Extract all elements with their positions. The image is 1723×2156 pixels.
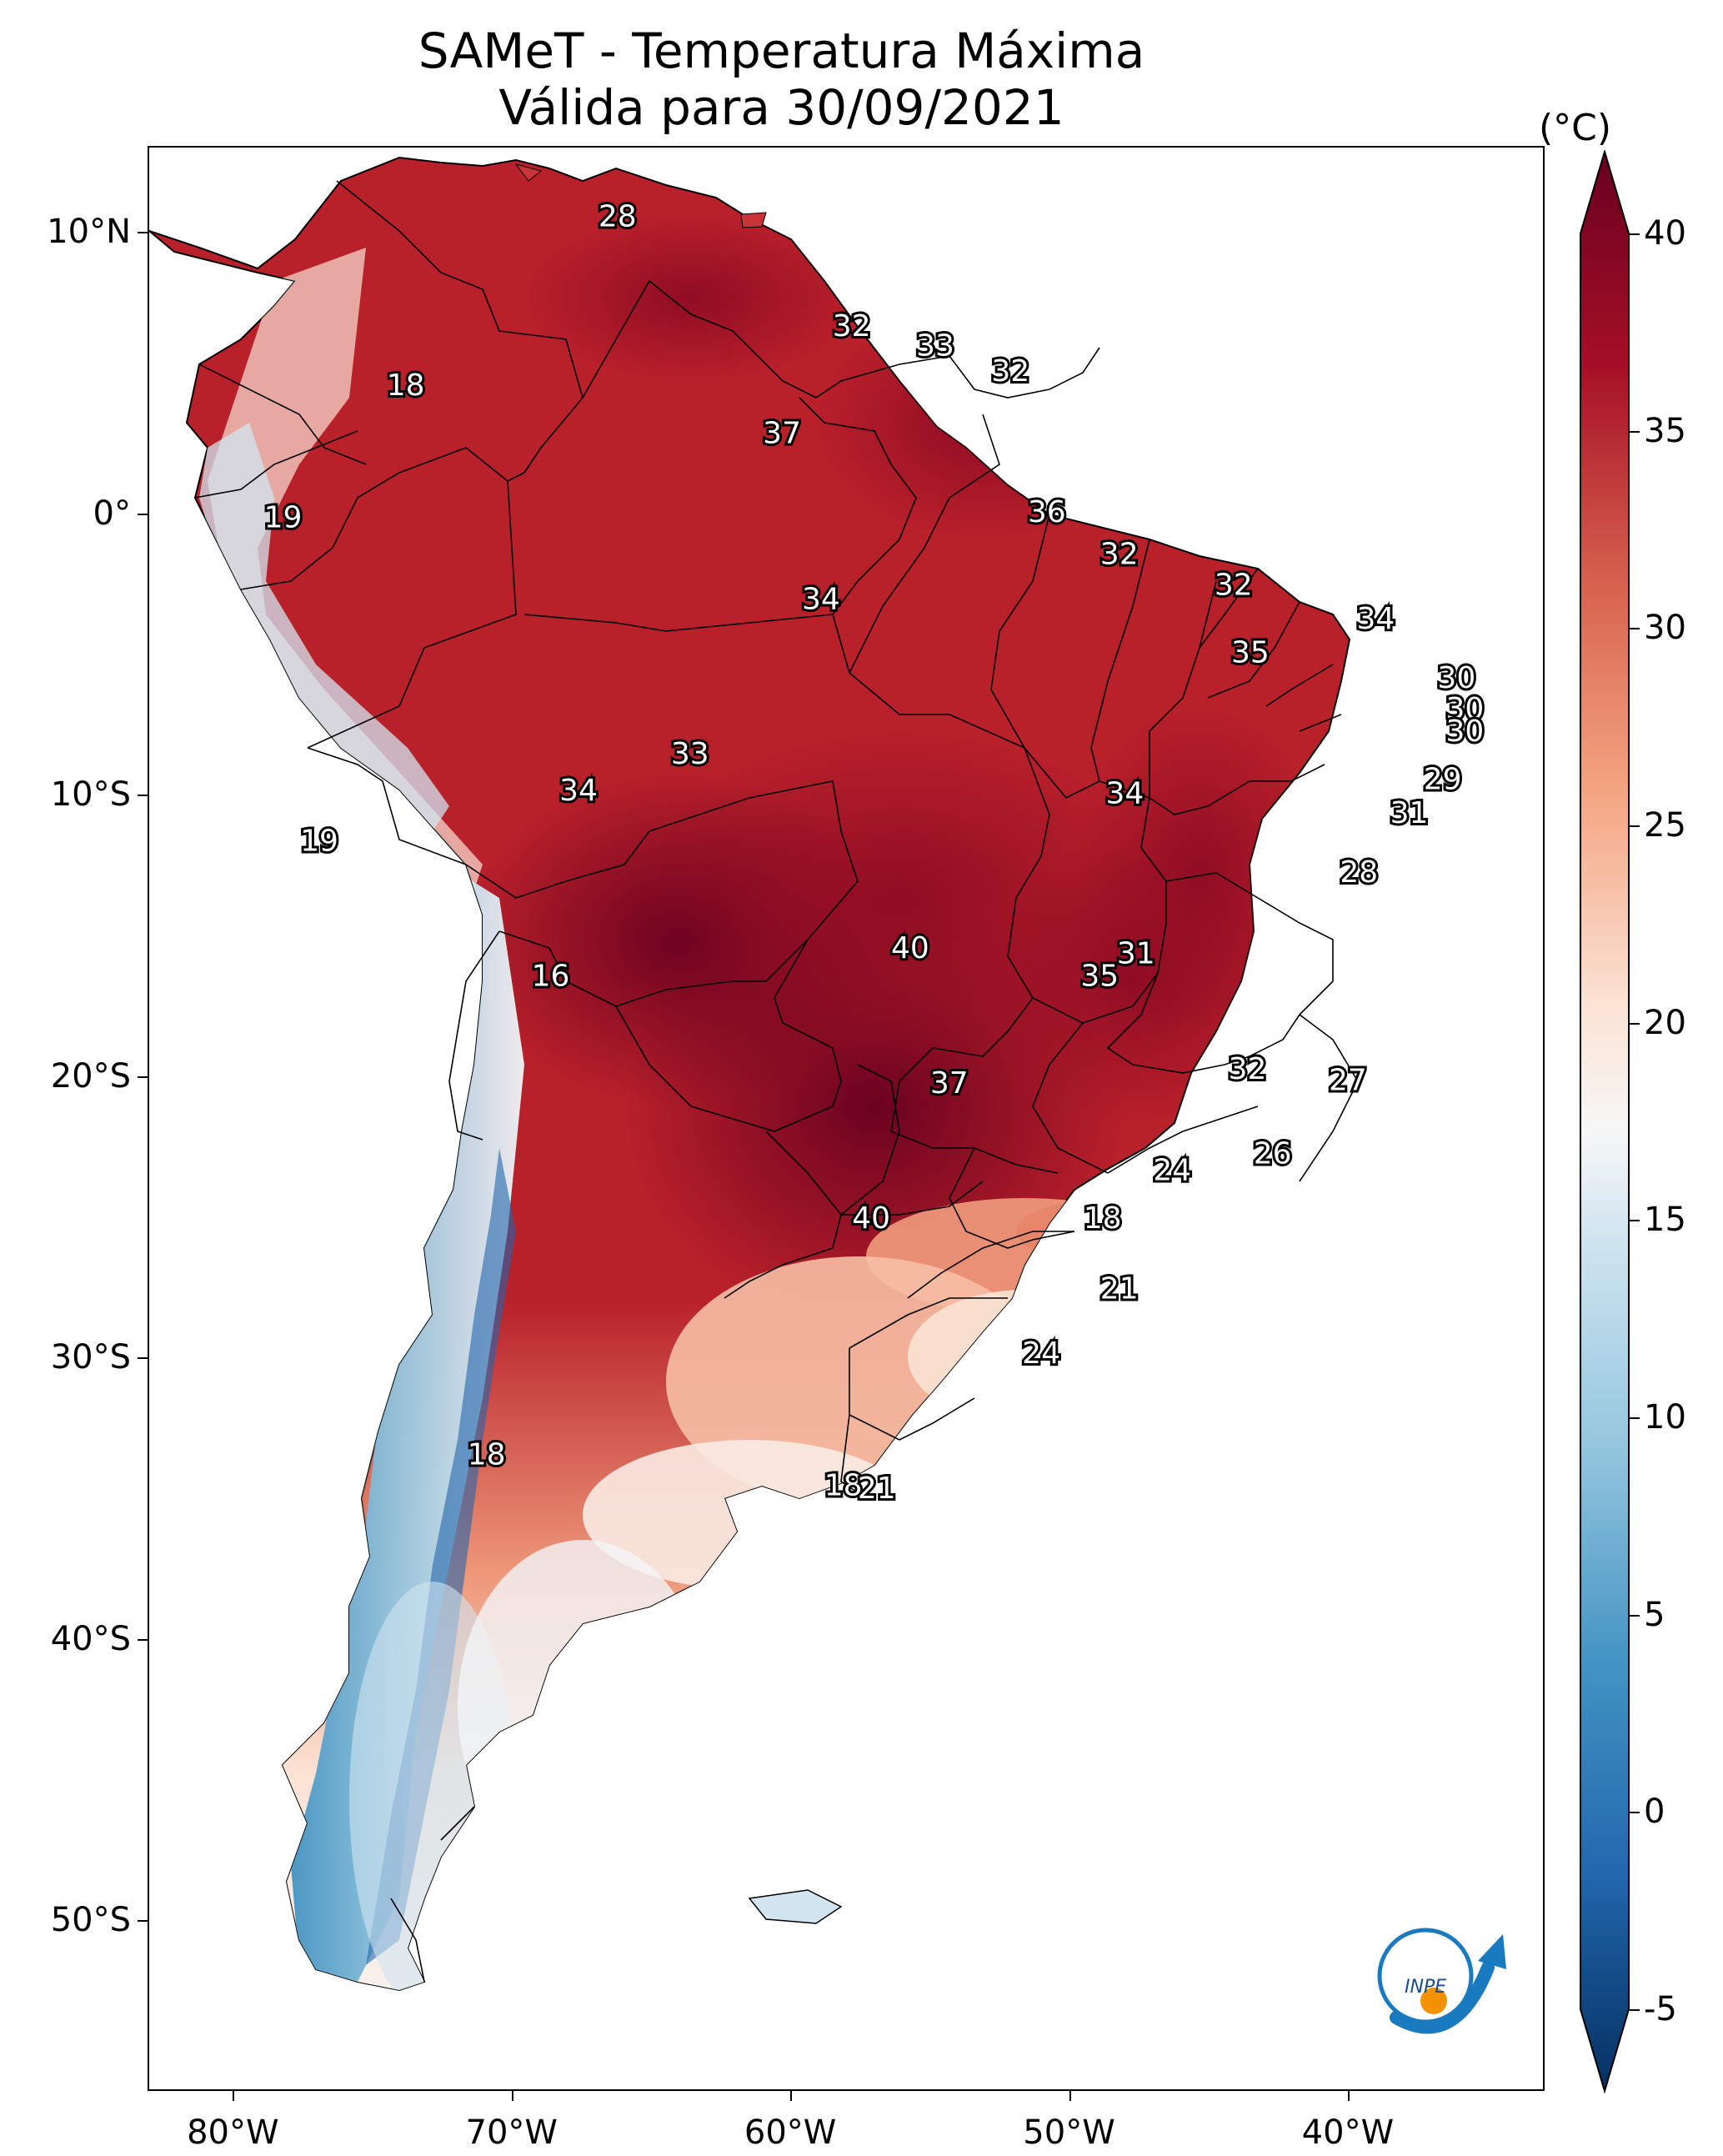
longitude-tick-mark bbox=[511, 2091, 513, 2101]
temperature-label: 27 bbox=[1329, 1064, 1367, 1098]
temperature-label: 36 bbox=[1028, 495, 1066, 529]
temperature-label: 40 bbox=[852, 1201, 890, 1236]
colorbar-tick-label: 35 bbox=[1644, 411, 1686, 450]
longitude-tick-label: 80°W bbox=[187, 2113, 279, 2152]
colorbar bbox=[1580, 150, 1630, 2094]
colorbar-tick-label: 15 bbox=[1644, 1201, 1686, 1240]
temperature-label: 24 bbox=[1153, 1154, 1191, 1188]
latitude-tick-label: 40°S bbox=[50, 1619, 131, 1658]
temperature-label: 18 bbox=[387, 369, 425, 403]
latitude-tick-mark bbox=[138, 232, 148, 234]
colorbar-tick-label: 10 bbox=[1644, 1398, 1686, 1436]
latitude-tick-mark bbox=[138, 1075, 148, 1078]
latitude-tick-label: 30°S bbox=[50, 1338, 131, 1377]
temperature-label: 31 bbox=[1390, 796, 1429, 830]
colorbar-tick-mark bbox=[1630, 233, 1640, 235]
country-borders bbox=[194, 180, 1359, 1983]
temperature-label: 30 bbox=[1445, 714, 1484, 749]
colorbar-tick-mark bbox=[1630, 2009, 1640, 2011]
map-title: SAMeT - Temperatura Máxima bbox=[418, 23, 1145, 79]
latitude-tick-label: 20°S bbox=[50, 1056, 131, 1096]
temperature-label: 19 bbox=[300, 825, 338, 859]
temperature-label: 34 bbox=[1356, 602, 1395, 636]
temperature-label: 21 bbox=[858, 1472, 896, 1506]
longitude-tick-mark bbox=[1347, 2091, 1350, 2101]
temperature-label: 30 bbox=[1445, 692, 1484, 726]
colorbar-tick-label: -5 bbox=[1644, 1990, 1677, 2028]
falkland-islands bbox=[748, 1889, 843, 1924]
longitude-tick-label: 60°W bbox=[744, 2113, 837, 2152]
temperature-label: 30 bbox=[1437, 661, 1475, 695]
temperature-label: 40 bbox=[891, 931, 929, 965]
temperature-label: 18 bbox=[1084, 1201, 1122, 1236]
temperature-label: 35 bbox=[1080, 960, 1119, 994]
latitude-tick-label: 0° bbox=[93, 494, 131, 533]
map-subtitle: Válida para 30/09/2021 bbox=[498, 79, 1064, 136]
temperature-label: 24 bbox=[1022, 1336, 1060, 1371]
inpe-logo-text: INPE bbox=[1405, 1977, 1446, 1998]
colorbar-tick-label: 30 bbox=[1644, 609, 1686, 648]
temperature-label: 29 bbox=[1424, 762, 1462, 796]
colorbar-unit: (°C) bbox=[1539, 107, 1612, 149]
temperature-label: 34 bbox=[559, 774, 598, 808]
colorbar-tick-mark bbox=[1630, 1417, 1640, 1419]
temperature-label: 32 bbox=[1215, 569, 1253, 603]
colorbar-tick-label: 5 bbox=[1644, 1595, 1665, 1634]
temperature-label: 18 bbox=[468, 1438, 506, 1472]
temperature-label: 18 bbox=[824, 1469, 863, 1503]
colorbar-tick-label: 25 bbox=[1644, 806, 1686, 845]
temperature-label: 33 bbox=[916, 329, 954, 364]
colorbar-tick-mark bbox=[1630, 1614, 1640, 1617]
latitude-tick-mark bbox=[138, 1920, 148, 1923]
temperature-label: 32 bbox=[833, 309, 871, 343]
longitude-tick-mark bbox=[233, 2091, 235, 2101]
colorbar-tick-mark bbox=[1630, 1220, 1640, 1222]
colorbar-bar bbox=[1580, 150, 1630, 2094]
temperature-label: 21 bbox=[1100, 1271, 1139, 1306]
longitude-tick-label: 40°W bbox=[1301, 2113, 1395, 2152]
latitude-tick-mark bbox=[138, 1638, 148, 1641]
latitude-tick-mark bbox=[138, 1357, 148, 1360]
colorbar-tick-mark bbox=[1630, 430, 1640, 433]
temperature-label: 35 bbox=[1231, 636, 1270, 670]
temperature-label: 19 bbox=[264, 501, 303, 535]
temperature-label: 28 bbox=[1340, 855, 1378, 890]
temperature-label: 33 bbox=[671, 737, 709, 771]
latitude-tick-mark bbox=[138, 795, 148, 797]
colorbar-tick-label: 0 bbox=[1644, 1792, 1665, 1832]
temperature-label: 32 bbox=[1100, 537, 1139, 571]
longitude-tick-mark bbox=[790, 2091, 793, 2101]
latitude-tick-label: 10°S bbox=[50, 775, 131, 815]
temperature-label: 32 bbox=[991, 354, 1029, 389]
colorbar-tick-mark bbox=[1630, 1812, 1640, 1814]
colorbar-tick-mark bbox=[1630, 628, 1640, 630]
caribbean-island bbox=[514, 163, 543, 182]
longitude-tick-mark bbox=[1069, 2091, 1071, 2101]
temperature-label: 26 bbox=[1254, 1136, 1292, 1171]
colorbar-tick-mark bbox=[1630, 825, 1640, 827]
colorbar-tick-label: 20 bbox=[1644, 1003, 1686, 1042]
latitude-tick-mark bbox=[138, 513, 148, 515]
colorbar-tick-mark bbox=[1630, 1022, 1640, 1025]
temperature-label: 31 bbox=[1117, 937, 1155, 971]
trinidad-island bbox=[740, 212, 767, 228]
inpe-logo: INPE bbox=[1377, 1928, 1506, 2034]
map-frame: 28 32 33 32 37 18 19 36 32 32 34 34 35 30 30 30 33 34 34 29… bbox=[148, 146, 1545, 2091]
temperature-label: 34 bbox=[802, 582, 840, 616]
temperature-label: 16 bbox=[532, 960, 570, 994]
latitude-tick-label: 50°S bbox=[50, 1901, 131, 1940]
latitude-tick-label: 10°N bbox=[47, 213, 131, 252]
temperature-label: 32 bbox=[1229, 1052, 1267, 1086]
temperature-label: 28 bbox=[599, 199, 637, 233]
temperature-label: 37 bbox=[763, 416, 801, 450]
longitude-tick-label: 70°W bbox=[465, 2113, 558, 2152]
colorbar-tick-label: 40 bbox=[1644, 214, 1686, 253]
temperature-label: 37 bbox=[930, 1066, 969, 1101]
temperature-label: 34 bbox=[1105, 776, 1144, 810]
longitude-tick-label: 50°W bbox=[1023, 2113, 1115, 2152]
